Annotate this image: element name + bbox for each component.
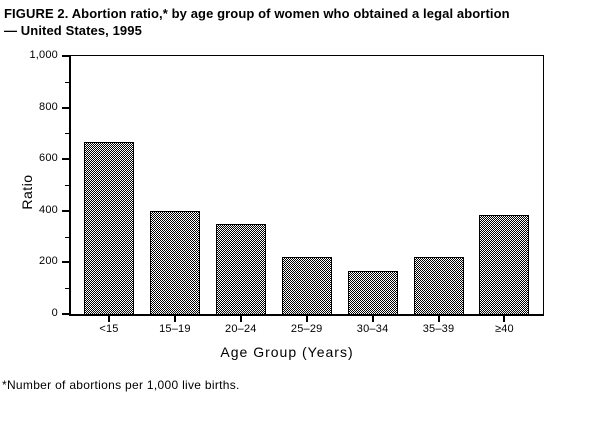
y-axis-tick-labels: 0 200 400 600 800 1,000 <box>0 49 58 319</box>
x-tick <box>173 316 176 322</box>
y-tick-label: 400 <box>39 203 58 216</box>
y-minor-tick <box>65 288 69 290</box>
y-tick-label: 0 <box>51 307 58 319</box>
plot-inner <box>62 55 543 315</box>
figure-footnote: *Number of abortions per 1,000 live birt… <box>2 378 240 392</box>
x-tick <box>239 316 242 322</box>
x-tick-label: 25–29 <box>290 323 323 335</box>
plot-area <box>62 55 544 316</box>
x-tick-label: 15–19 <box>159 323 191 335</box>
bar-0 <box>84 142 134 314</box>
bar-5 <box>413 257 464 314</box>
bar-1 <box>149 211 200 314</box>
bar-2 <box>215 224 266 314</box>
y-tick-label: 1,000 <box>29 49 58 61</box>
y-tick-label: 600 <box>39 152 58 165</box>
figure-caption: FIGURE 2. Abortion ratio,* by age group … <box>4 5 600 39</box>
x-tick-label: ≥40 <box>494 323 514 335</box>
figure-caption-line2: — United States, 1995 <box>4 23 142 38</box>
x-tick-label: 35–39 <box>422 323 455 335</box>
y-major-tick <box>62 55 69 57</box>
bar-4 <box>347 271 398 314</box>
x-tick <box>503 316 506 322</box>
y-tick-label: 800 <box>39 100 58 113</box>
y-major-tick <box>62 261 69 264</box>
x-axis-title: Age Group (Years) <box>220 344 354 360</box>
x-tick <box>437 316 440 322</box>
x-tick-label: <15 <box>99 323 119 335</box>
y-minor-tick <box>65 133 69 135</box>
y-major-tick <box>62 209 69 212</box>
x-tick-label: 30–34 <box>356 323 389 335</box>
bar-3 <box>281 257 332 314</box>
y-minor-tick <box>65 81 69 83</box>
x-tick <box>108 316 110 322</box>
figure-caption-line1: FIGURE 2. Abortion ratio,* by age group … <box>4 6 510 21</box>
y-major-tick <box>62 106 69 109</box>
y-major-tick <box>62 313 69 315</box>
y-tick-label: 200 <box>39 255 58 268</box>
bar-6 <box>479 215 530 314</box>
y-minor-tick <box>65 236 69 238</box>
x-tick <box>305 316 308 322</box>
y-minor-tick <box>65 185 69 186</box>
x-tick <box>371 316 374 322</box>
x-tick-label: 20–24 <box>225 323 257 335</box>
y-major-tick <box>62 158 69 161</box>
